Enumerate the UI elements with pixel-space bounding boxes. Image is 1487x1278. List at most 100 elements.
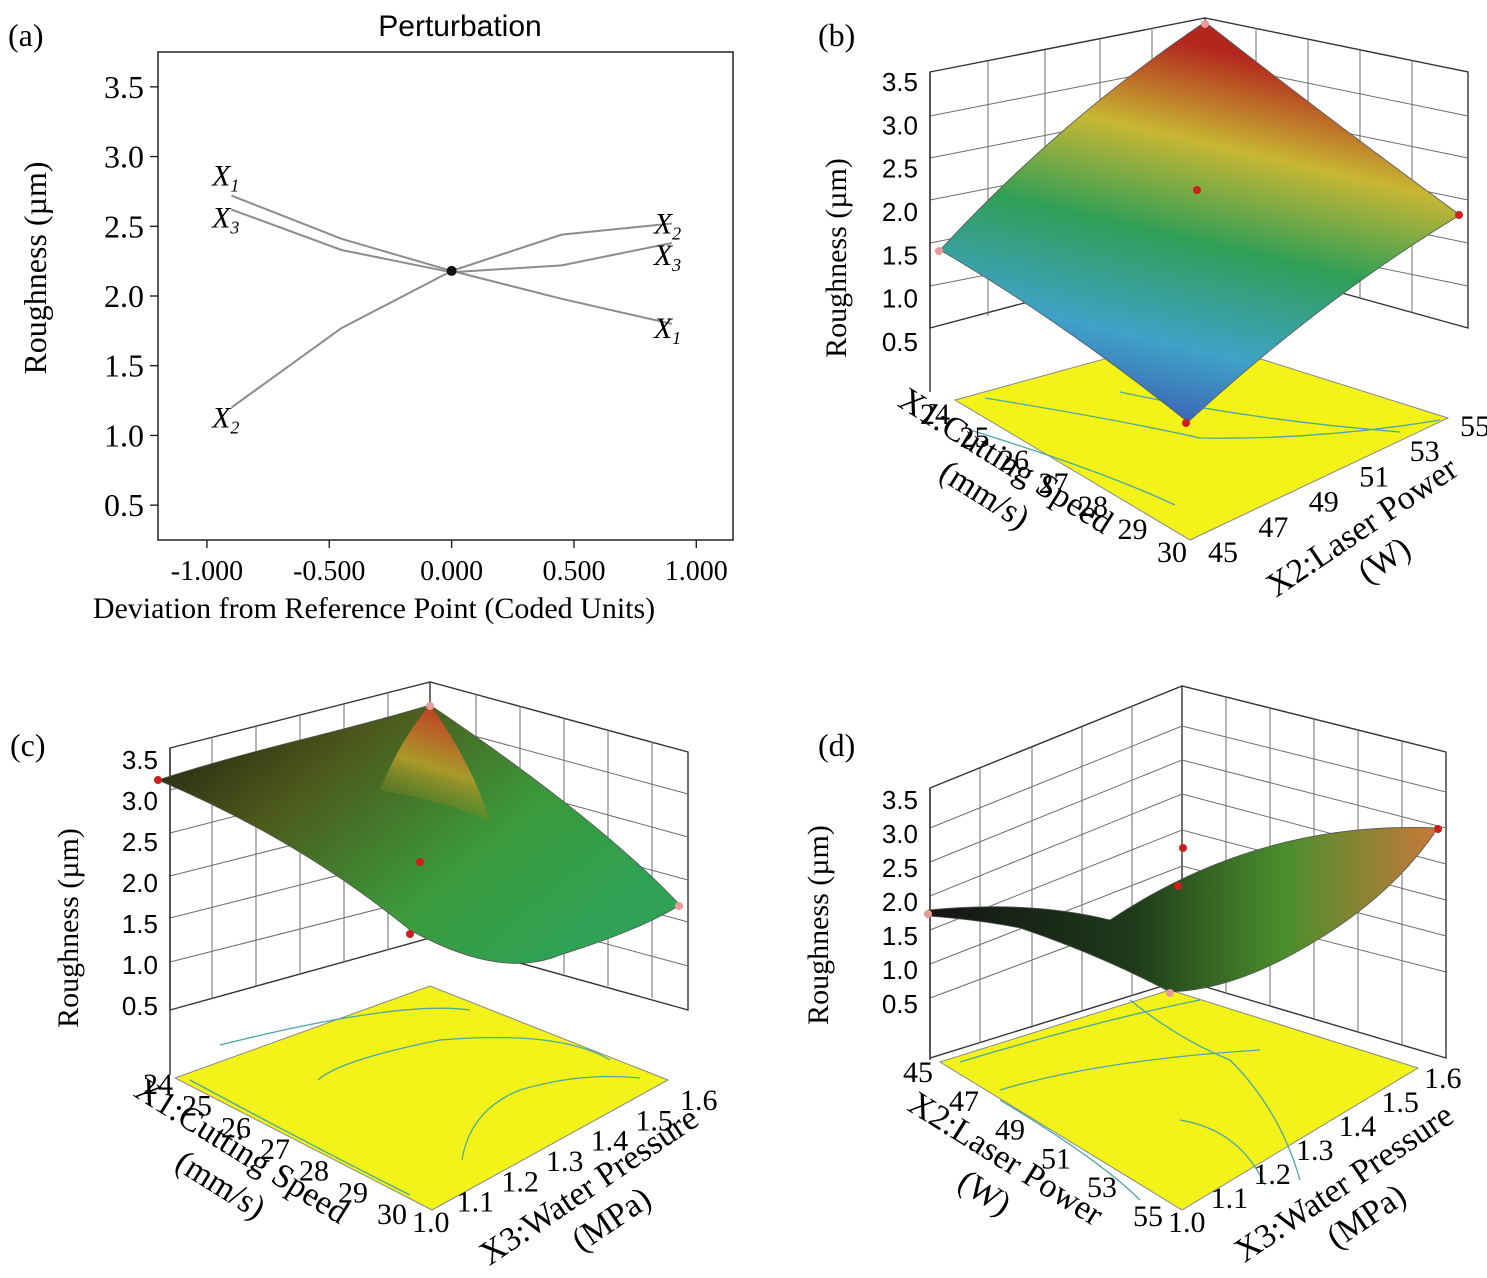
y-tick-label: 1.3 [1296,1134,1334,1167]
z-tick-label: 0.5 [882,989,918,1019]
x-tick-label: 28 [299,1155,329,1188]
x-tick-label: 27 [1039,467,1069,500]
chart-d-y-ticks: 1.01.11.21.31.41.51.6 [1168,1062,1462,1239]
design-point [935,247,943,255]
z-tick-label: 2.5 [122,827,158,857]
series-label-x3: X3 [211,202,239,238]
z-tick-label: 0.5 [882,327,918,357]
y-tick-label: 51 [1359,460,1389,493]
x-tick-label: 25 [182,1090,212,1123]
z-tick-label: 2.0 [882,887,918,917]
design-point [1174,882,1182,890]
z-tick-label: 2.5 [882,154,918,184]
chart-a-plot-area [157,51,734,541]
panel-a: (a) Perturbation 0.5 1.0 1.5 2.0 2.5 3.0 3.5 -… [8,10,734,625]
z-tick-label: 3.0 [122,786,158,816]
chart-c-contour-lines [189,1007,641,1196]
z-tick-label: 3.0 [882,110,918,140]
y-tick-label: 0.5 [104,487,144,523]
y-tick-label: 1.4 [591,1125,629,1158]
y-tick-label: 3.0 [104,139,144,175]
design-point [1166,989,1174,997]
series-label-x1: X1 [211,160,239,196]
chart-b-x-ticks: 24 25 26 27 28 29 30 [920,398,1187,569]
z-tick-label: 3.5 [882,67,918,97]
y-tick-label: 1.6 [1424,1062,1462,1095]
chart-b-z-ticks: 0.5 1.0 1.5 2.0 2.5 3.0 3.5 [882,67,918,357]
x-tick-label: 30 [377,1198,407,1231]
design-point [1201,20,1209,28]
z-tick-label: 1.0 [882,284,918,314]
y-tick-label: 55 [1460,410,1487,443]
chart-a-y-axis-label: Roughness (µm) [17,161,53,374]
x-tick-label: 30 [1157,536,1187,569]
series-label-x1: X1 [653,312,681,348]
design-point [416,858,424,866]
series-label-x2: X2 [211,402,239,438]
design-point [924,910,932,918]
z-tick-label: 3.0 [882,819,918,849]
chart-d-z-ticks: 0.5 1.0 1.5 2.0 2.5 3.0 3.5 [882,785,918,1019]
z-tick-label: 3.5 [122,745,158,775]
x-tick-label: 0.000 [420,556,483,587]
x-tick-label: 53 [1087,1171,1117,1204]
design-point [426,702,434,710]
design-point [406,930,414,938]
design-point [1434,825,1442,833]
z-tick-label: 1.0 [122,950,158,980]
x-tick-label: -1.000 [171,556,243,587]
chart-b-y-ticks: 45 47 49 51 53 55 [1208,410,1487,569]
chart-d-x-ticks: 45 47 49 51 53 55 [903,1056,1163,1233]
chart-b-design-points [935,20,1463,427]
panel-label-c: (c) [10,727,46,763]
x-tick-label: 26 [999,444,1029,477]
z-tick-label: 2.0 [122,868,158,898]
x-tick-label: 24 [920,398,950,431]
panel-b: (b) 0.5 1.0 1.5 2.0 2.5 3.0 3.5 24 25 26 27 28 29 30… [818,17,1487,605]
y-tick-label: 1.5 [635,1104,673,1137]
series-line-x2 [230,222,672,409]
chart-a-x-ticks: -1.000 -0.500 0.000 0.500 1.000 [171,540,728,587]
chart-c-contour-floor [173,985,670,1211]
z-tick-label: 1.5 [122,909,158,939]
x-tick-label: 29 [1118,513,1148,546]
z-tick-label: 1.5 [882,921,918,951]
panel-d: (d) 0.5 1.0 1.5 2.0 2.5 3.0 3.5 45 47 49 51 53 55 1… [802,685,1462,1270]
x-tick-label: 45 [903,1056,933,1089]
chart-c-y-ticks: 1.01.11.21.31.41.51.6 [412,1084,718,1239]
chart-c-z-axis-label: Roughness (µm) [52,828,85,1028]
x-tick-label: 26 [221,1111,251,1144]
z-tick-label: 0.5 [122,991,158,1021]
y-tick-label: 1.1 [1211,1182,1249,1215]
y-tick-label: 1.6 [680,1084,718,1117]
design-point [1193,186,1201,194]
y-tick-label: 53 [1410,435,1440,468]
x-tick-label: 51 [1041,1142,1071,1175]
series-label-x2: X2 [653,207,681,243]
y-tick-label: 47 [1258,511,1288,544]
y-tick-label: 3.5 [104,69,144,105]
y-tick-label: 1.5 [1381,1086,1419,1119]
y-tick-label: 1.0 [1168,1206,1206,1239]
chart-d-design-points [924,825,1442,997]
panel-label-b: (b) [818,17,855,53]
x-tick-label: 49 [995,1114,1025,1147]
design-point [1455,211,1463,219]
z-tick-label: 1.0 [882,955,918,985]
y-tick-label: 1.2 [501,1165,539,1198]
chart-d-contour-floor [938,989,1420,1211]
x-tick-label: 29 [338,1176,368,1209]
chart-c-x-ticks: 24 25 26 27 28 29 30 [143,1068,407,1231]
x-tick-label: 0.500 [542,556,605,587]
y-tick-label: 1.1 [457,1186,495,1219]
chart-a-title: Perturbation [378,10,541,43]
z-tick-label: 2.0 [882,197,918,227]
x-tick-label: 27 [260,1133,290,1166]
z-tick-label: 2.5 [882,853,918,883]
series-line-x3 [231,208,673,274]
chart-a-y-ticks: 0.5 1.0 1.5 2.0 2.5 3.0 3.5 [104,69,158,523]
design-point [1179,844,1187,852]
y-tick-label: 2.5 [104,208,144,244]
